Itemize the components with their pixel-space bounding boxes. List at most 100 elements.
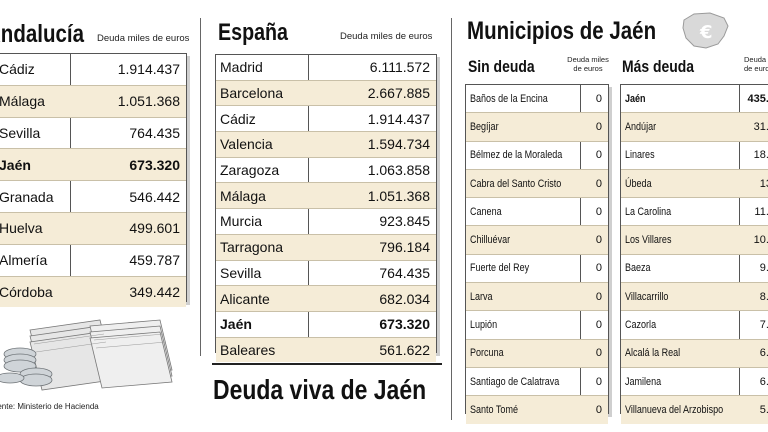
andalucia-value: 499.601 [129, 220, 180, 237]
sin-deuda-row: Cabra del Santo Cristo 0 [466, 169, 608, 199]
espana-name: Murcia [220, 213, 263, 230]
municipios-title: Municipios de Jaén [467, 17, 657, 45]
mas-deuda-value: 31.3 [753, 120, 768, 133]
mas-deuda-name: Andújar [625, 120, 657, 133]
mas-deuda-row: Villacarrillo 8.2 [621, 283, 768, 312]
sin-deuda-row: Bélmez de la Moraleda 0 [466, 142, 608, 170]
sin-deuda-value: 0 [595, 375, 602, 388]
mas-deuda-name: Jaén [625, 92, 646, 105]
mas-deuda-row: Jaén 435.1 [621, 85, 768, 114]
mas-deuda-value: 18.2 [753, 149, 768, 162]
andalucia-name: Córdoba [0, 283, 53, 300]
mas-deuda-value: 10.7 [753, 234, 768, 247]
andalucia-name: Jaén [0, 156, 31, 173]
andalucia-row: Cádiz 1.914.437 [0, 54, 186, 86]
sin-deuda-row: Fuerte del Rey 0 [466, 255, 608, 284]
sin-deuda-name: Santiago de Calatrava [470, 375, 560, 388]
espana-value: 6.111.572 [369, 59, 430, 76]
sin-deuda-name: Baños de la Encina [470, 92, 548, 105]
andalucia-value: 764.435 [129, 124, 180, 141]
mas-deuda-row: Linares 18.2 [621, 142, 768, 170]
andalucia-name: Granada [0, 188, 54, 205]
espana-value: 796.184 [379, 239, 430, 256]
espana-name: Jaén [220, 316, 252, 333]
sin-deuda-name: Begíjar [470, 120, 499, 133]
andalucia-row: Córdoba 349.442 [0, 276, 186, 308]
andalucia-row: Granada 546.442 [0, 181, 186, 213]
andalucia-table: Cádiz 1.914.437 Málaga 1.051.368 Sevilla 764.… [0, 53, 187, 308]
espana-row: Málaga 1.051.368 [216, 183, 436, 210]
mas-deuda-row: Alcalá la Real 6.2 [621, 339, 768, 368]
andalucia-value: 459.787 [129, 252, 180, 269]
sin-deuda-column-header: Deuda miles de euros [567, 55, 609, 73]
espana-row: Barcelona 2.667.885 [216, 80, 436, 107]
espana-name: Alicante [220, 290, 270, 307]
sin-deuda-name: Bélmez de la Moraleda [470, 149, 563, 162]
mas-deuda-value: 5.5 [759, 403, 768, 416]
mas-deuda-row: Andújar 31.3 [621, 113, 768, 142]
espana-value: 1.063.858 [367, 162, 430, 179]
mas-deuda-row: Villanueva del Arzobispo 5.5 [621, 396, 768, 424]
sin-deuda-row: Santiago de Calatrava 0 [466, 368, 608, 397]
sin-deuda-name: Larva [470, 290, 493, 303]
sin-deuda-row: Chilluévar 0 [466, 226, 608, 255]
espana-name: Tarragona [220, 239, 284, 256]
espana-row: Jaén 673.320 [216, 312, 436, 338]
espana-row: Madrid 6.111.572 [216, 55, 436, 81]
espana-title: España [218, 19, 289, 46]
espana-name: Sevilla [220, 264, 262, 281]
andalucia-value: 546.442 [129, 188, 180, 205]
andalucia-value: 1.914.437 [117, 61, 180, 78]
sin-deuda-row: Lupión 0 [466, 311, 608, 340]
sin-deuda-row: Larva 0 [466, 283, 608, 312]
espana-row: Tarragona 796.184 [216, 234, 436, 261]
sin-deuda-name: Lupión [470, 319, 498, 332]
andalucia-title: Andalucía [0, 20, 84, 48]
sin-deuda-name: Chilluévar [470, 234, 511, 247]
espana-name: Madrid [220, 59, 263, 76]
money-illustration [0, 319, 173, 391]
mas-deuda-row: Jamilena 6.2 [621, 368, 768, 397]
mas-deuda-row: Baeza 9.7 [621, 255, 768, 284]
espana-name: Málaga [220, 187, 266, 204]
espana-value: 1.051.368 [367, 187, 430, 204]
mas-deuda-name: Jamilena [625, 375, 662, 388]
sin-deuda-title: Sin deuda [468, 57, 535, 76]
mas-deuda-name: Linares [625, 149, 655, 162]
sin-deuda-value: 0 [595, 177, 602, 190]
andalucia-name: Huelva [0, 220, 43, 237]
mas-deuda-name: Villanueva del Arzobispo [625, 403, 724, 416]
espana-value: 673.320 [379, 316, 430, 333]
mas-deuda-name: Baeza [625, 262, 651, 275]
sin-deuda-row: Baños de la Encina 0 [466, 85, 608, 114]
sin-deuda-value: 0 [595, 92, 602, 105]
andalucia-value: 673.320 [129, 156, 180, 173]
headline: Deuda viva de Jaén [213, 374, 427, 405]
mas-deuda-value: 6.2 [759, 375, 768, 388]
espana-value: 1.594.734 [367, 136, 430, 153]
sin-deuda-name: Cabra del Santo Cristo [470, 177, 562, 190]
espana-name: Cádiz [220, 110, 256, 127]
sin-deuda-row: Begíjar 0 [466, 113, 608, 142]
espana-name: Valencia [220, 136, 273, 153]
mas-deuda-name: Úbeda [625, 177, 652, 190]
sin-deuda-value: 0 [595, 205, 602, 218]
mas-deuda-row: La Carolina 11.6 [621, 198, 768, 227]
espana-value: 2.667.885 [367, 85, 430, 102]
sin-deuda-value: 0 [595, 319, 602, 332]
andalucia-name: Málaga [0, 93, 45, 110]
andalucia-row: Sevilla 764.435 [0, 118, 186, 150]
sin-deuda-name: Canena [470, 205, 502, 218]
sin-deuda-name: Santo Tomé [470, 403, 518, 416]
andalucia-name: Sevilla [0, 124, 41, 141]
espana-row: Valencia 1.594.734 [216, 132, 436, 158]
andalucia-value: 349.442 [129, 283, 180, 300]
mas-deuda-value: 13. [759, 177, 768, 190]
espana-row: Alicante 682.034 [216, 286, 436, 312]
sin-deuda-value: 0 [595, 149, 602, 162]
espana-row: Sevilla 764.435 [216, 261, 436, 287]
mas-deuda-value: 6.2 [759, 347, 768, 360]
espana-name: Barcelona [220, 85, 284, 102]
euro-map-icon: € [682, 12, 729, 49]
espana-value: 561.622 [379, 341, 430, 358]
